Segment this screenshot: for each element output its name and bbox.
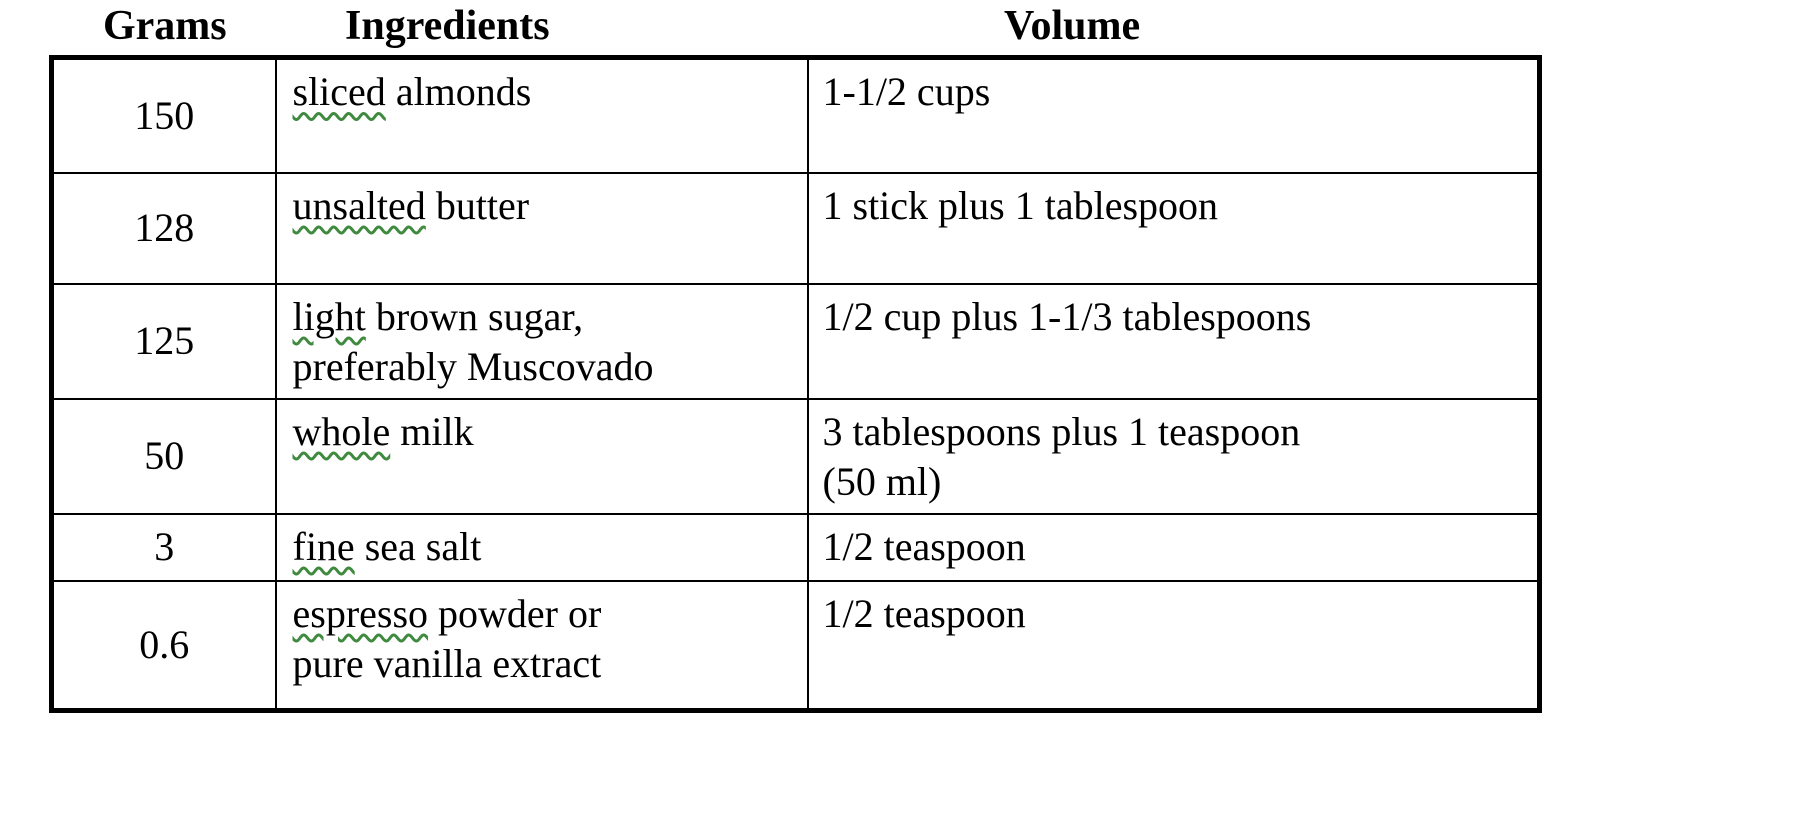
- ingredient-cell: whole milk: [274, 397, 809, 515]
- ingredient-text: butter: [425, 182, 530, 228]
- ingredient-text: brown sugar, preferably Muscovado: [292, 293, 654, 389]
- ingredient-cell: light brown sugar, preferably Muscovado: [274, 282, 809, 400]
- header-grams: Grams: [103, 3, 227, 49]
- volume-cell: 1-1/2 cups: [806, 56, 1541, 174]
- header-volume: Volume: [1004, 3, 1141, 49]
- volume-cell: 3 tablespoons plus 1 teaspoon (50 ml): [806, 397, 1541, 515]
- grams-cell: 50: [50, 397, 277, 515]
- volume-cell: 1/2 teaspoon: [806, 579, 1541, 712]
- table-row: 3 fine sea salt 1/2 teaspoon: [50, 512, 1541, 582]
- flagged-word: espresso: [292, 590, 429, 636]
- grams-cell: 128: [50, 171, 277, 285]
- grams-cell: 150: [50, 56, 277, 174]
- ingredient-text: milk: [390, 408, 474, 454]
- volume-cell: 1/2 cup plus 1-1/3 tablespoons: [806, 282, 1541, 400]
- ingredient-text: almonds: [385, 69, 532, 114]
- ingredient-cell: unsalted butter: [274, 171, 809, 285]
- header-ingredients: Ingredients: [345, 3, 550, 49]
- table-row: 50 whole milk 3 tablespoons plus 1 teasp…: [50, 397, 1541, 515]
- flagged-word: whole: [292, 408, 391, 454]
- flagged-word: fine: [292, 523, 355, 569]
- table-row: 128 unsalted butter 1 stick plus 1 table…: [50, 171, 1541, 285]
- flagged-word: light: [292, 293, 366, 339]
- grams-cell: 0.6: [50, 579, 277, 712]
- ingredient-cell: espresso powder or pure vanilla extract: [274, 579, 809, 712]
- ingredients-table: 150 sliced almonds 1-1/2 cups 128 unsalt…: [49, 55, 1542, 713]
- grams-cell: 3: [50, 512, 277, 582]
- table-row: 150 sliced almonds 1-1/2 cups: [50, 56, 1541, 174]
- ingredient-cell: fine sea salt: [274, 512, 809, 582]
- flagged-word: unsalted: [292, 182, 426, 228]
- flagged-word: sliced: [292, 69, 386, 114]
- volume-cell: 1 stick plus 1 tablespoon: [806, 171, 1541, 285]
- ingredient-text: sea salt: [354, 523, 482, 569]
- ingredient-text: powder or pure vanilla extract: [292, 590, 602, 686]
- table-row: 0.6 espresso powder or pure vanilla extr…: [50, 579, 1541, 712]
- grams-cell: 125: [50, 282, 277, 400]
- volume-cell: 1/2 teaspoon: [806, 512, 1541, 582]
- table-row: 125 light brown sugar, preferably Muscov…: [50, 282, 1541, 400]
- ingredient-cell: sliced almonds: [274, 56, 809, 174]
